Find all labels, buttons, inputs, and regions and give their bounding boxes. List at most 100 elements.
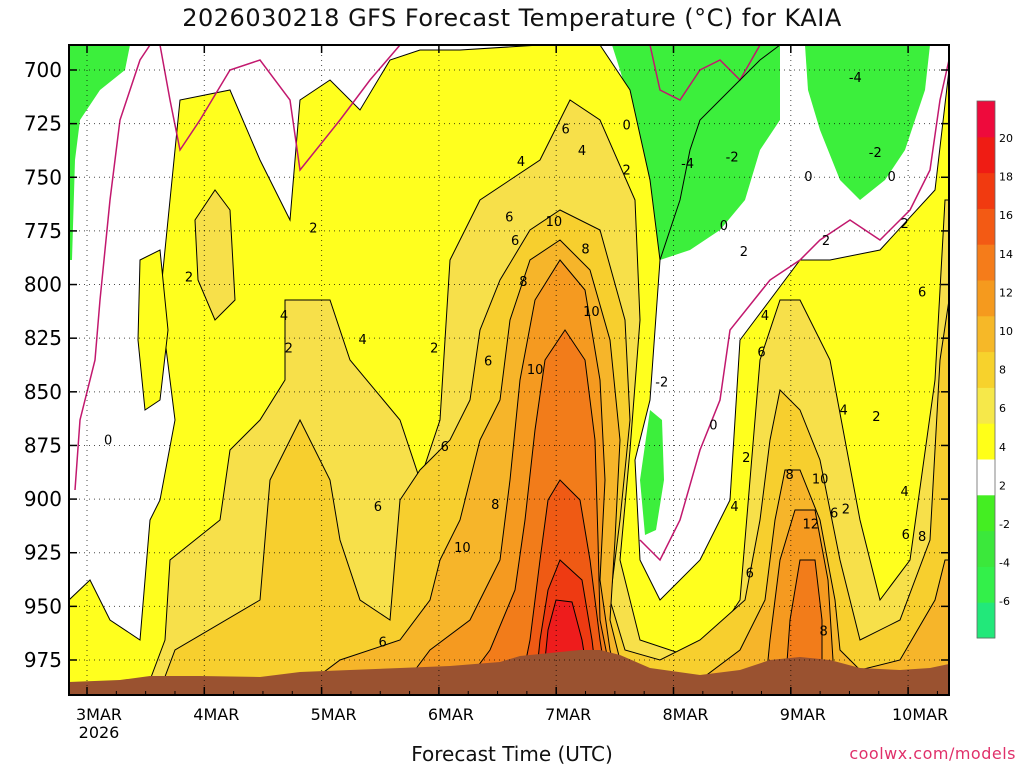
y-tick-label: 850	[24, 380, 62, 404]
colorbar-swatch	[977, 494, 995, 532]
contour-label: -2	[655, 376, 668, 391]
contour-label: 2	[842, 502, 850, 517]
plot-frame	[68, 44, 950, 696]
contour-label: 6	[561, 123, 569, 138]
region-cold-9mar	[805, 45, 930, 200]
colorbar-swatch	[977, 351, 995, 388]
x-tick-label: 6MAR	[428, 705, 474, 724]
colorbar-swatch	[977, 101, 995, 138]
colorbar-tick-label: 18	[999, 171, 1013, 184]
colorbar-swatch	[977, 244, 995, 281]
colorbar-tick-label: -6	[999, 595, 1010, 608]
contour-label: 2	[430, 341, 438, 356]
zero-isotherm-top	[159, 45, 401, 172]
y-tick-label: 750	[24, 165, 62, 189]
contour-label: 2	[872, 410, 880, 425]
zero-isotherm-right	[639, 59, 949, 562]
contour-label: 2	[900, 217, 908, 232]
contour-label: 0	[709, 419, 717, 434]
contour-label: 4	[839, 404, 847, 419]
x-tick-label: 4MAR	[193, 705, 239, 724]
contour-label: 6	[746, 567, 754, 582]
credit-link[interactable]: coolwx.com/models	[849, 744, 1016, 763]
colorbar-tick-label: 12	[999, 286, 1013, 299]
contour-label: 4	[730, 500, 738, 515]
colorbar-swatch	[977, 602, 995, 639]
colorbar-swatch	[977, 566, 995, 603]
contour-label: 10	[454, 541, 471, 556]
y-tick-label: 800	[24, 273, 62, 297]
contour-label: 8	[820, 625, 828, 640]
colorbar-swatch	[977, 315, 995, 353]
colorbar-swatch	[977, 172, 995, 209]
contour-label: 8	[581, 243, 589, 258]
contour-label: 10	[583, 305, 600, 320]
x-axis-label: Forecast Time (UTC)	[411, 742, 613, 766]
contour-label: 8	[519, 275, 527, 290]
colorbar-tick-label: 8	[999, 364, 1006, 377]
contour-label: 10	[546, 215, 563, 230]
colorbar-frame	[976, 100, 996, 639]
colorbar-swatch	[977, 208, 995, 245]
colorbar-swatch	[977, 423, 995, 460]
contour-label: 0	[104, 434, 112, 449]
contour-label: 8	[491, 498, 499, 513]
grid-lines	[69, 45, 949, 695]
contour-label: 8	[785, 468, 793, 483]
y-tick-label: 725	[24, 112, 62, 136]
y-tick-label: 950	[24, 594, 62, 618]
contour-label: 0	[720, 219, 728, 234]
region-cold-left	[69, 45, 130, 260]
y-tick-label: 775	[24, 219, 62, 243]
region-4to6-upper	[194, 189, 236, 321]
contour-label: 6	[511, 234, 519, 249]
x-tick-label: 3MAR	[76, 705, 122, 724]
contour-label: 2	[622, 163, 630, 178]
colorbar-tick-label: 10	[999, 325, 1013, 338]
minus-four-isotherm	[659, 45, 781, 261]
x-tick-label: 7MAR	[545, 705, 591, 724]
x-tick-label: 10MAR	[892, 705, 948, 724]
y-tick-label: 925	[24, 541, 62, 565]
contour-label: 4	[578, 144, 586, 159]
colorbar-tick-label: 16	[999, 209, 1013, 222]
contour-label: -2	[726, 150, 739, 165]
contour-label: 4	[761, 309, 769, 324]
contour-label: 6	[902, 528, 910, 543]
colorbar: 20 18 16 14 12 10 8 6 4 2 -2 -4 -6	[976, 100, 1013, 639]
contour-label: 2	[185, 271, 193, 286]
contour-label: 6	[918, 286, 926, 301]
contour-label: 6	[374, 500, 382, 515]
contour-label: 10	[527, 363, 544, 378]
region-cold-8mar	[612, 45, 780, 260]
colorbar-swatch	[977, 459, 995, 496]
contour-label: 8	[918, 530, 926, 545]
terrain	[69, 650, 949, 695]
contour-label: 4	[359, 333, 367, 348]
colorbar-swatch	[977, 530, 995, 567]
contour-label: 6	[505, 211, 513, 226]
colorbar-tick-label: 2	[999, 479, 1006, 492]
contour-label: 4	[900, 485, 908, 500]
y-tick-label: 700	[24, 58, 62, 82]
contour-label: 4	[280, 309, 288, 324]
colorbar-swatch	[977, 136, 995, 174]
x-tick-sublabel: 2026	[79, 723, 120, 742]
contour-label: 2	[742, 451, 750, 466]
colorbar-tick-label: -2	[999, 518, 1010, 531]
region-2to4-left	[137, 249, 169, 411]
contour-label: -4	[849, 71, 862, 86]
contour-label: 0	[888, 170, 896, 185]
contour-label: -2	[869, 146, 882, 161]
colorbar-tick-label: -4	[999, 557, 1010, 570]
contour-label: 2	[309, 221, 317, 236]
contour-label: 0	[622, 118, 630, 133]
y-tick-label: 825	[24, 326, 62, 350]
contour-label: -4	[681, 157, 694, 172]
x-tick-label: 9MAR	[780, 705, 826, 724]
y-tick-label: 875	[24, 433, 62, 457]
